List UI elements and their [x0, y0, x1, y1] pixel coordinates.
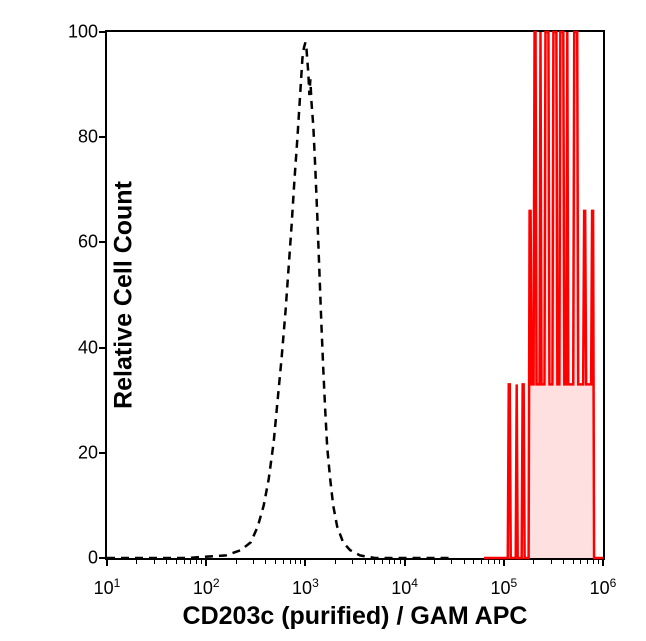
- x-minor-tick-mark: [166, 560, 167, 564]
- x-minor-tick-mark: [201, 560, 202, 564]
- x-minor-tick-mark: [499, 560, 500, 564]
- x-axis-label: CD203c (purified) / GAM APC: [183, 602, 528, 631]
- x-minor-tick-mark: [434, 560, 435, 564]
- x-minor-tick-mark: [573, 560, 574, 564]
- x-minor-tick-mark: [352, 560, 353, 564]
- x-minor-tick-mark: [551, 560, 552, 564]
- x-tick-label: 101: [94, 576, 121, 599]
- y-tick-label: 80: [78, 127, 98, 148]
- x-tick-mark: [304, 560, 306, 566]
- x-minor-tick-mark: [190, 560, 191, 564]
- x-minor-tick-mark: [300, 560, 301, 564]
- x-minor-tick-mark: [236, 560, 237, 564]
- x-minor-tick-mark: [563, 560, 564, 564]
- x-minor-tick-mark: [184, 560, 185, 564]
- x-tick-mark: [404, 560, 406, 566]
- x-minor-tick-mark: [481, 560, 482, 564]
- x-tick-mark: [106, 560, 108, 566]
- x-minor-tick-mark: [365, 560, 366, 564]
- x-minor-tick-mark: [265, 560, 266, 564]
- x-tick-label: 104: [391, 576, 418, 599]
- x-minor-tick-mark: [253, 560, 254, 564]
- y-tick-label: 40: [78, 337, 98, 358]
- x-minor-tick-mark: [295, 560, 296, 564]
- x-tick-label: 102: [193, 576, 220, 599]
- x-tick-mark: [205, 560, 207, 566]
- x-minor-tick-mark: [136, 560, 137, 564]
- x-minor-tick-mark: [473, 560, 474, 564]
- x-minor-tick-mark: [400, 560, 401, 564]
- x-minor-tick-mark: [593, 560, 594, 564]
- x-minor-tick-mark: [464, 560, 465, 564]
- x-minor-tick-mark: [335, 560, 336, 564]
- x-minor-tick-mark: [154, 560, 155, 564]
- x-minor-tick-mark: [275, 560, 276, 564]
- x-tick-mark: [503, 560, 505, 566]
- x-minor-tick-mark: [290, 560, 291, 564]
- x-minor-tick-mark: [176, 560, 177, 564]
- series-line-control: [107, 43, 454, 558]
- x-minor-tick-mark: [533, 560, 534, 564]
- x-minor-tick-mark: [394, 560, 395, 564]
- x-minor-tick-mark: [283, 560, 284, 564]
- x-minor-tick-mark: [196, 560, 197, 564]
- x-minor-tick-mark: [580, 560, 581, 564]
- y-tick-label: 60: [78, 232, 98, 253]
- x-minor-tick-mark: [389, 560, 390, 564]
- x-tick-mark: [602, 560, 604, 566]
- x-minor-tick-mark: [451, 560, 452, 564]
- chart-canvas: [107, 32, 603, 558]
- flow-cytometry-histogram: Relative Cell Count CD203c (purified) / …: [0, 0, 646, 641]
- x-tick-label: 106: [590, 576, 617, 599]
- x-tick-label: 105: [490, 576, 517, 599]
- x-minor-tick-mark: [587, 560, 588, 564]
- plot-area: [105, 30, 605, 560]
- x-minor-tick-mark: [374, 560, 375, 564]
- y-tick-label: 20: [78, 442, 98, 463]
- x-minor-tick-mark: [382, 560, 383, 564]
- x-minor-tick-mark: [598, 560, 599, 564]
- x-tick-label: 103: [292, 576, 319, 599]
- x-minor-tick-mark: [488, 560, 489, 564]
- y-tick-label: 0: [88, 548, 98, 569]
- y-tick-label: 100: [68, 22, 98, 43]
- x-minor-tick-mark: [494, 560, 495, 564]
